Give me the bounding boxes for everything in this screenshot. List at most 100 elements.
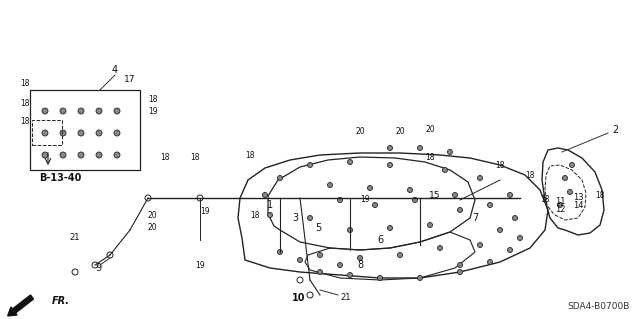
Text: 21: 21 <box>340 293 351 301</box>
Text: 18: 18 <box>20 100 29 108</box>
Text: 7: 7 <box>472 213 478 223</box>
Circle shape <box>428 222 433 227</box>
Circle shape <box>458 207 463 212</box>
Text: 2: 2 <box>612 125 618 135</box>
Text: 20: 20 <box>395 128 405 137</box>
Circle shape <box>298 257 303 263</box>
Circle shape <box>78 152 84 158</box>
Circle shape <box>317 253 323 257</box>
Circle shape <box>42 130 48 136</box>
Text: 13: 13 <box>573 192 583 202</box>
Circle shape <box>96 152 102 158</box>
Circle shape <box>268 212 273 218</box>
Text: 18: 18 <box>160 153 170 162</box>
Text: 17: 17 <box>124 76 136 85</box>
Circle shape <box>477 175 483 181</box>
Circle shape <box>417 276 422 280</box>
Circle shape <box>438 246 442 250</box>
Circle shape <box>518 235 522 241</box>
Text: 21: 21 <box>70 234 80 242</box>
Text: 20: 20 <box>147 224 157 233</box>
Text: 4: 4 <box>112 65 118 75</box>
Text: 9: 9 <box>95 263 101 273</box>
Text: 18: 18 <box>525 170 535 180</box>
Circle shape <box>570 162 575 167</box>
Circle shape <box>458 270 463 275</box>
Text: 11: 11 <box>555 197 565 206</box>
Circle shape <box>508 248 513 253</box>
Text: 18: 18 <box>20 117 29 127</box>
Text: 8: 8 <box>357 260 363 270</box>
Circle shape <box>278 175 282 181</box>
Text: 18: 18 <box>245 151 255 160</box>
Text: 19: 19 <box>148 108 157 116</box>
Circle shape <box>96 108 102 114</box>
Text: B-13-40: B-13-40 <box>39 173 81 183</box>
Circle shape <box>337 197 342 203</box>
Text: 18: 18 <box>20 78 29 87</box>
Circle shape <box>488 203 493 207</box>
Circle shape <box>307 216 312 220</box>
Circle shape <box>60 130 66 136</box>
Text: 18: 18 <box>425 153 435 162</box>
Circle shape <box>447 150 452 154</box>
Text: 19: 19 <box>195 261 205 270</box>
Circle shape <box>96 130 102 136</box>
Circle shape <box>458 263 463 268</box>
Circle shape <box>387 145 392 151</box>
Circle shape <box>568 189 573 195</box>
Circle shape <box>563 175 568 181</box>
Text: 18: 18 <box>495 160 505 169</box>
Text: 19: 19 <box>200 207 210 217</box>
Circle shape <box>387 162 392 167</box>
Text: 19: 19 <box>360 196 370 204</box>
Circle shape <box>317 270 323 275</box>
Circle shape <box>387 226 392 231</box>
Circle shape <box>508 192 513 197</box>
Circle shape <box>114 152 120 158</box>
Circle shape <box>513 216 518 220</box>
Circle shape <box>413 197 417 203</box>
Circle shape <box>337 263 342 268</box>
Text: 18: 18 <box>595 190 605 199</box>
Text: 18: 18 <box>190 153 200 162</box>
Text: 1: 1 <box>267 200 273 210</box>
Circle shape <box>497 227 502 233</box>
Text: SDA4-B0700B: SDA4-B0700B <box>568 302 630 311</box>
Circle shape <box>42 108 48 114</box>
Circle shape <box>307 162 312 167</box>
Text: 18: 18 <box>250 211 260 219</box>
Circle shape <box>42 152 48 158</box>
Circle shape <box>372 203 378 207</box>
Circle shape <box>278 249 282 255</box>
Circle shape <box>114 130 120 136</box>
Circle shape <box>348 227 353 233</box>
Text: 12: 12 <box>555 205 565 214</box>
Circle shape <box>378 276 383 280</box>
Text: 20: 20 <box>355 128 365 137</box>
Circle shape <box>78 130 84 136</box>
Circle shape <box>114 108 120 114</box>
Text: 18: 18 <box>148 95 157 105</box>
Circle shape <box>60 152 66 158</box>
Text: 6: 6 <box>377 235 383 245</box>
Circle shape <box>557 203 563 207</box>
Circle shape <box>452 192 458 197</box>
Text: 20: 20 <box>147 211 157 219</box>
Text: FR.: FR. <box>52 296 70 306</box>
Text: 3: 3 <box>292 213 298 223</box>
Circle shape <box>417 145 422 151</box>
Circle shape <box>262 192 268 197</box>
Text: 5: 5 <box>315 223 321 233</box>
Bar <box>32 120 62 145</box>
Bar <box>30 90 140 170</box>
Circle shape <box>78 108 84 114</box>
Text: 18: 18 <box>540 196 550 204</box>
Circle shape <box>442 167 447 173</box>
Circle shape <box>328 182 333 188</box>
Circle shape <box>358 256 362 261</box>
Text: 15: 15 <box>429 190 441 199</box>
Circle shape <box>60 108 66 114</box>
Text: 14: 14 <box>573 201 583 210</box>
Circle shape <box>397 253 403 257</box>
